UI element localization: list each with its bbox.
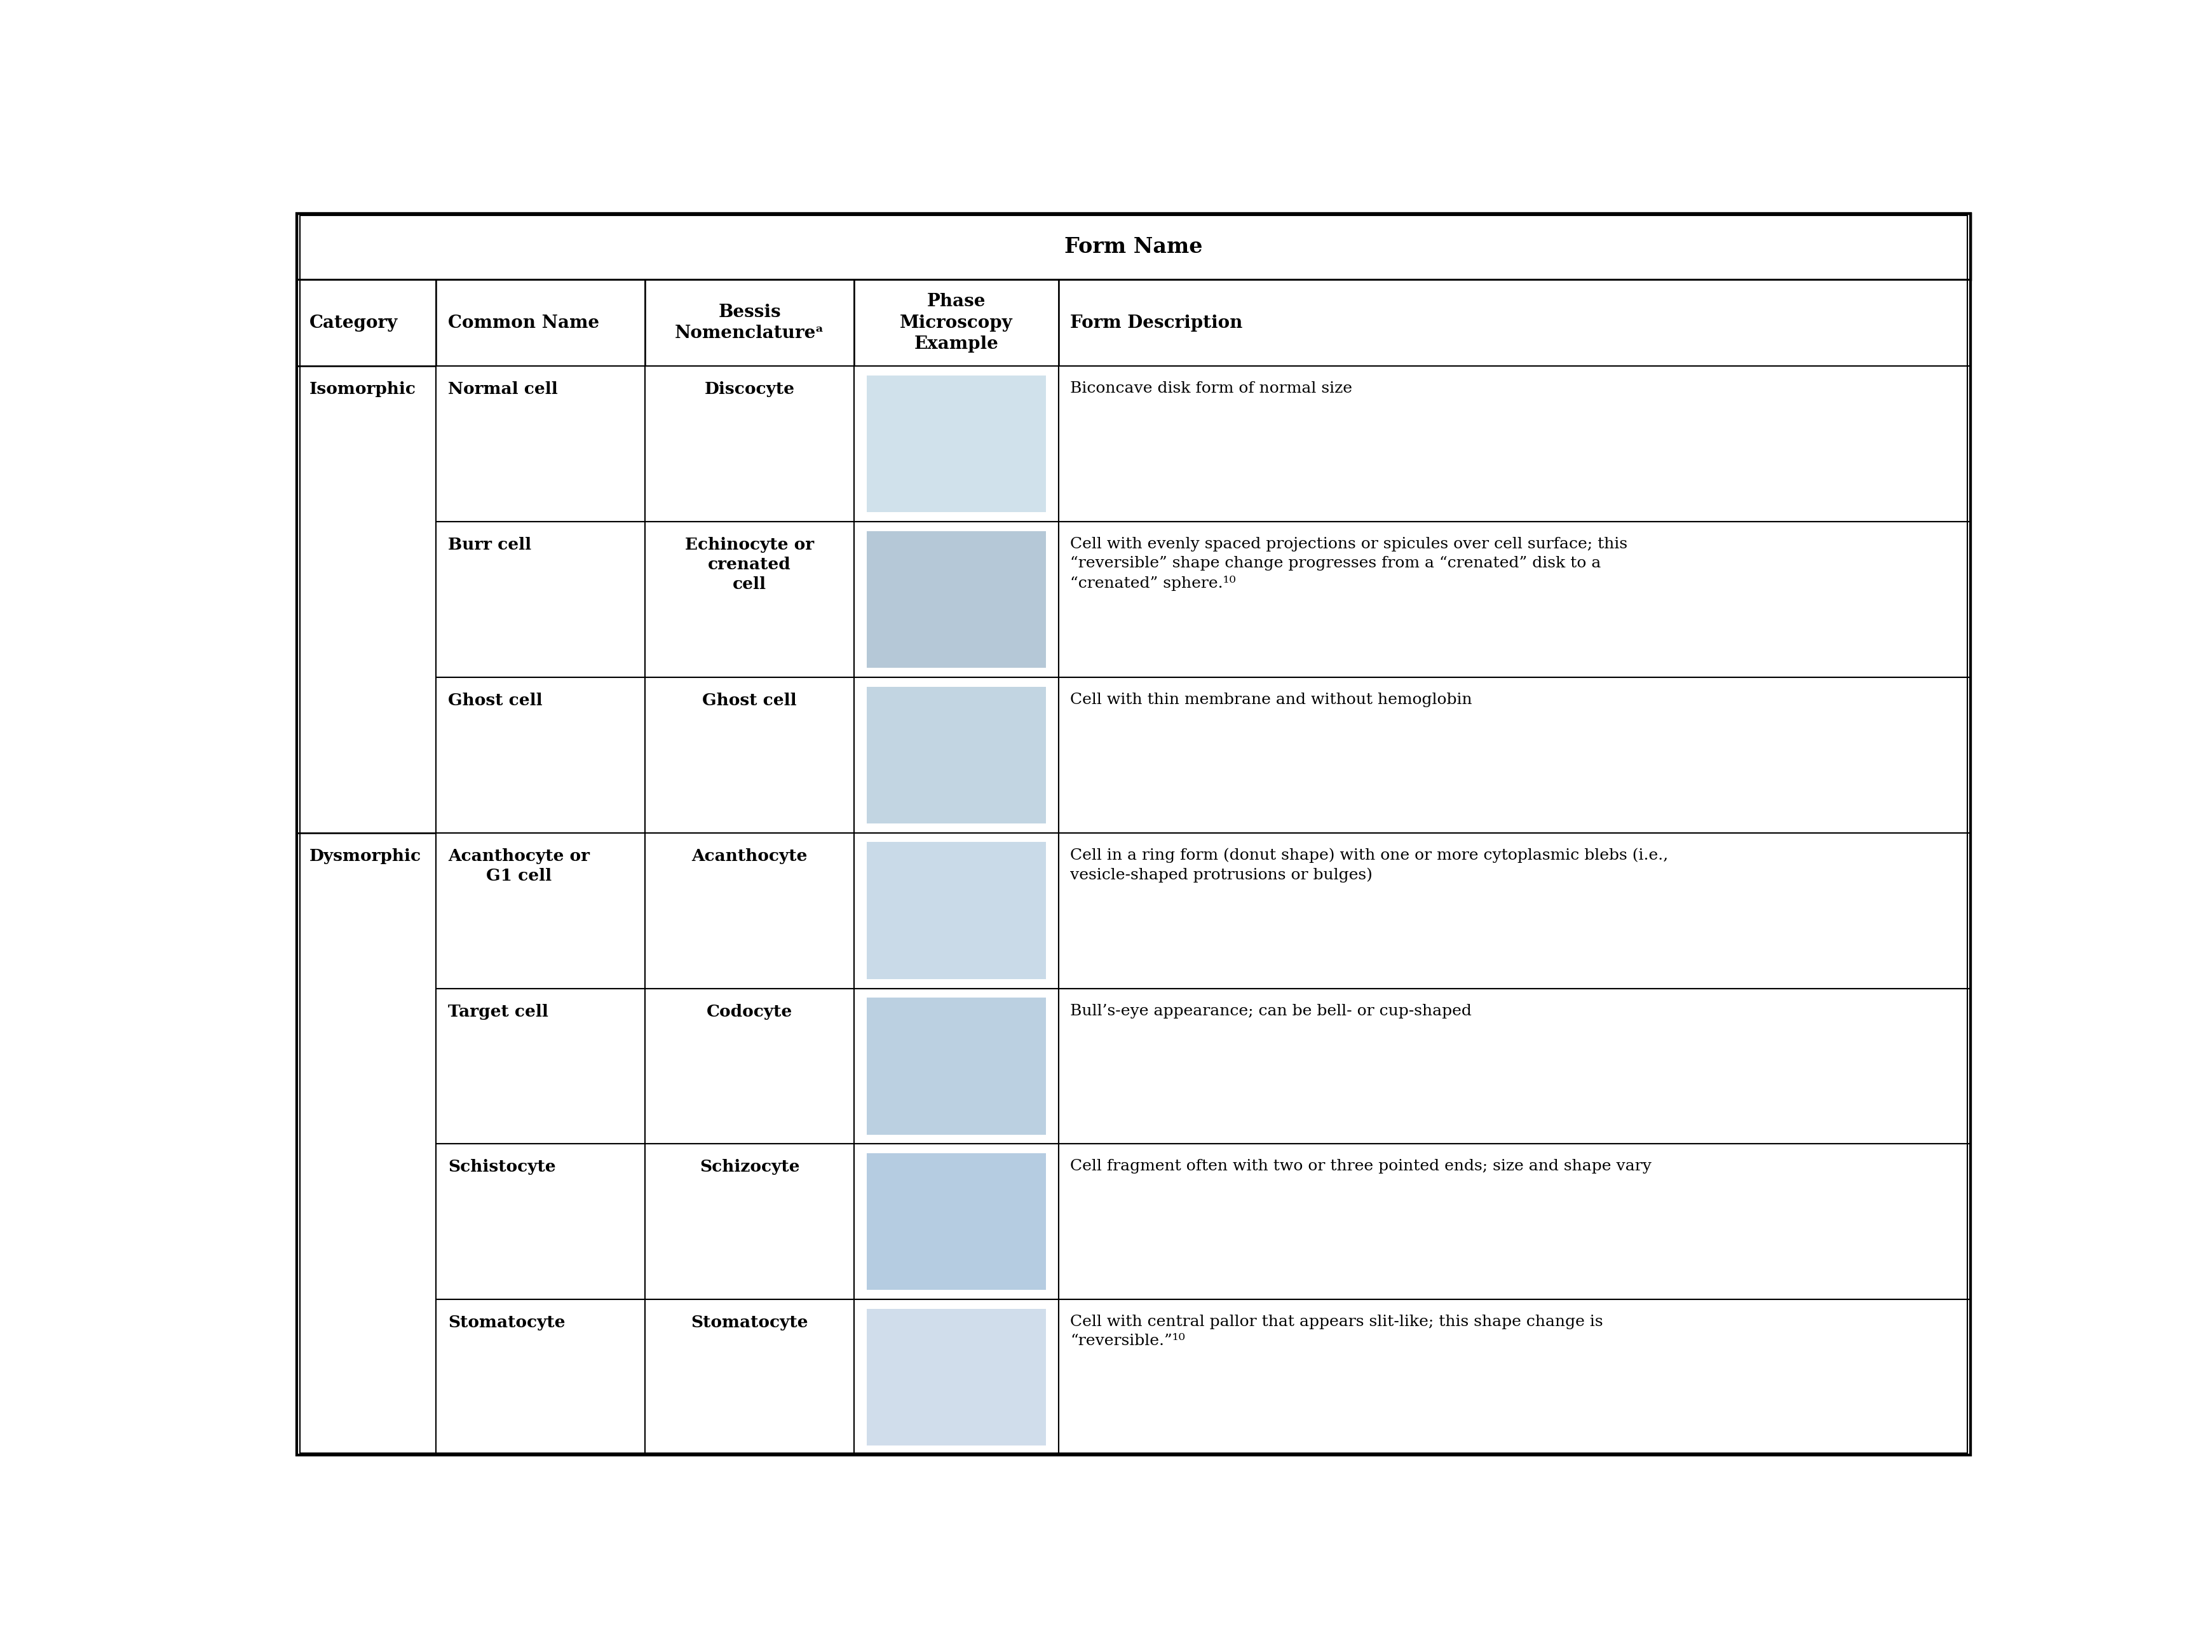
Bar: [646, 988, 854, 1143]
Text: Ghost cell: Ghost cell: [449, 692, 542, 709]
Bar: [646, 1143, 854, 1300]
Bar: [854, 522, 1057, 677]
Text: Cell with thin membrane and without hemoglobin: Cell with thin membrane and without hemo…: [1071, 692, 1473, 707]
Bar: [1057, 988, 1971, 1143]
Bar: [854, 677, 1057, 833]
Bar: [646, 833, 854, 988]
Bar: [646, 522, 854, 677]
Bar: [436, 677, 646, 833]
Text: Schizocyte: Schizocyte: [699, 1160, 801, 1175]
Bar: [1057, 1143, 1971, 1300]
Bar: [646, 279, 854, 367]
Bar: [296, 279, 436, 367]
Text: Stomatocyte: Stomatocyte: [449, 1315, 566, 1330]
Text: Isomorphic: Isomorphic: [310, 382, 416, 396]
Text: Discocyte: Discocyte: [706, 382, 794, 396]
Bar: [1057, 522, 1971, 677]
Bar: [436, 1300, 646, 1455]
Bar: [436, 522, 646, 677]
Bar: [854, 1143, 1057, 1300]
Bar: [854, 1300, 1057, 1455]
Bar: [867, 998, 1046, 1135]
Bar: [646, 367, 854, 522]
Text: Common Name: Common Name: [449, 314, 599, 332]
Bar: [867, 1153, 1046, 1290]
Text: Category: Category: [310, 314, 398, 332]
Bar: [1057, 279, 1971, 367]
Text: Biconcave disk form of normal size: Biconcave disk form of normal size: [1071, 382, 1352, 396]
Bar: [1057, 1300, 1971, 1455]
Text: Cell fragment often with two or three pointed ends; size and shape vary: Cell fragment often with two or three po…: [1071, 1160, 1652, 1175]
Text: Acanthocyte or
G1 cell: Acanthocyte or G1 cell: [449, 847, 591, 884]
Bar: [646, 677, 854, 833]
Text: Normal cell: Normal cell: [449, 382, 557, 396]
Text: Target cell: Target cell: [449, 1004, 549, 1019]
Text: Form Name: Form Name: [1064, 236, 1203, 258]
Bar: [436, 279, 646, 367]
Bar: [867, 530, 1046, 667]
Text: Phase
Microscopy
Example: Phase Microscopy Example: [900, 292, 1013, 352]
Text: Bessis
Nomenclatureᵃ: Bessis Nomenclatureᵃ: [675, 304, 825, 342]
Text: Cell with evenly spaced projections or spicules over cell surface; this
“reversi: Cell with evenly spaced projections or s…: [1071, 537, 1628, 591]
Bar: [867, 843, 1046, 980]
Bar: [296, 833, 436, 1455]
Bar: [436, 988, 646, 1143]
Text: Stomatocyte: Stomatocyte: [690, 1315, 807, 1330]
Bar: [854, 988, 1057, 1143]
Text: Codocyte: Codocyte: [706, 1004, 792, 1019]
Bar: [436, 833, 646, 988]
Text: Ghost cell: Ghost cell: [703, 692, 796, 709]
Bar: [867, 687, 1046, 823]
Bar: [436, 367, 646, 522]
Bar: [1057, 367, 1971, 522]
Bar: [296, 213, 1971, 279]
Bar: [1057, 677, 1971, 833]
Bar: [867, 375, 1046, 512]
Text: Dysmorphic: Dysmorphic: [310, 847, 420, 864]
Text: Acanthocyte: Acanthocyte: [692, 847, 807, 864]
Text: Cell with central pallor that appears slit-like; this shape change is
“reversibl: Cell with central pallor that appears sl…: [1071, 1315, 1604, 1348]
Bar: [854, 279, 1057, 367]
Text: Form Description: Form Description: [1071, 314, 1243, 332]
Bar: [1057, 833, 1971, 988]
Bar: [854, 367, 1057, 522]
Bar: [296, 367, 436, 833]
Bar: [436, 1143, 646, 1300]
Text: Bull’s-eye appearance; can be bell- or cup-shaped: Bull’s-eye appearance; can be bell- or c…: [1071, 1004, 1471, 1018]
Text: Schistocyte: Schistocyte: [449, 1160, 555, 1175]
Bar: [646, 1300, 854, 1455]
Bar: [867, 1308, 1046, 1446]
Text: Cell in a ring form (donut shape) with one or more cytoplasmic blebs (i.e.,
vesi: Cell in a ring form (donut shape) with o…: [1071, 847, 1668, 882]
Bar: [854, 833, 1057, 988]
Text: Echinocyte or
crenated
cell: Echinocyte or crenated cell: [686, 537, 814, 593]
Text: Burr cell: Burr cell: [449, 537, 531, 553]
